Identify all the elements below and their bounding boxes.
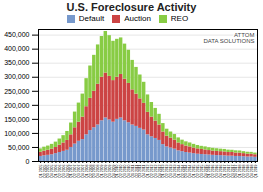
svg-text:Q3 2007: Q3 2007 [77, 164, 82, 178]
svg-text:350,000: 350,000 [4, 59, 29, 66]
svg-text:Q1 2014: Q1 2014 [176, 164, 181, 178]
svg-text:Q1 2007: Q1 2007 [69, 164, 74, 178]
svg-text:150,000: 150,000 [4, 116, 29, 123]
svg-text:200,000: 200,000 [4, 102, 29, 109]
svg-text:Q1 2006: Q1 2006 [54, 164, 59, 178]
html-text:Default: Default [78, 14, 105, 23]
svg-text:Q2 2017: Q2 2017 [226, 164, 231, 178]
svg-text:Q2 2016: Q2 2016 [211, 164, 216, 178]
svg-text:Q4 2014: Q4 2014 [188, 164, 193, 178]
svg-text:Q2 2005: Q2 2005 [42, 164, 47, 178]
svg-text:Q2 2008: Q2 2008 [88, 164, 93, 178]
svg-text:Q4 2015: Q4 2015 [203, 164, 208, 178]
html-text:U.S. Foreclosure Activity: U.S. Foreclosure Activity [66, 1, 197, 13]
svg-text:Q3 2009: Q3 2009 [107, 164, 112, 178]
svg-text:Q3 2015: Q3 2015 [199, 164, 204, 178]
svg-text:Q3 2012: Q3 2012 [153, 164, 158, 178]
svg-text:Q2 2009: Q2 2009 [103, 164, 108, 178]
svg-text:Q1 2008: Q1 2008 [84, 164, 89, 178]
svg-text:100,000: 100,000 [4, 130, 29, 137]
svg-text:Q3 2010: Q3 2010 [123, 164, 128, 178]
svg-text:Q3 2014: Q3 2014 [184, 164, 189, 178]
svg-text:400,000: 400,000 [4, 45, 29, 52]
svg-text:Q1 2017: Q1 2017 [222, 164, 227, 178]
svg-text:Q2 2010: Q2 2010 [119, 164, 124, 178]
svg-text:Q2 2018: Q2 2018 [242, 164, 246, 178]
svg-text:Q4 2013: Q4 2013 [173, 164, 177, 178]
svg-text:Q3 2006: Q3 2006 [61, 164, 66, 178]
html-text:REO: REO [170, 14, 189, 23]
svg-text:Q2 2015: Q2 2015 [196, 164, 200, 178]
svg-text:Q2 2012: Q2 2012 [150, 164, 154, 178]
svg-text:Q4 2010: Q4 2010 [126, 164, 131, 178]
svg-text:Q4 2012: Q4 2012 [157, 164, 162, 178]
svg-text:Q1 2009: Q1 2009 [100, 164, 105, 178]
svg-text:Q1 2010: Q1 2010 [115, 164, 120, 178]
svg-text:Q1 2005: Q1 2005 [38, 164, 43, 178]
svg-text:Q4 2011: Q4 2011 [142, 164, 147, 178]
svg-text:Q2 2014: Q2 2014 [180, 164, 185, 178]
svg-text:Q1 2015: Q1 2015 [192, 164, 197, 178]
svg-text:Q2 2013: Q2 2013 [165, 164, 170, 178]
svg-text:Q1 2016: Q1 2016 [207, 164, 212, 178]
svg-text:Q1 2013: Q1 2013 [161, 164, 166, 178]
svg-text:Q4 2007: Q4 2007 [80, 164, 85, 178]
svg-text:Q4 2017: Q4 2017 [234, 164, 239, 178]
svg-text:300,000: 300,000 [4, 73, 29, 80]
svg-text:Q1 2011: Q1 2011 [130, 164, 135, 178]
svg-text:Q3 2013: Q3 2013 [169, 164, 174, 178]
svg-text:Q3 2008: Q3 2008 [92, 164, 97, 178]
svg-text:Q4 2008: Q4 2008 [96, 164, 101, 178]
svg-text:Q4 2005: Q4 2005 [50, 164, 55, 178]
svg-text:Q3 2017: Q3 2017 [230, 164, 235, 178]
svg-text:0: 0 [26, 158, 30, 165]
svg-text:Q2 2006: Q2 2006 [57, 164, 62, 178]
svg-text:Q4 2018: Q4 2018 [249, 164, 254, 178]
svg-text:Q1 2019: Q1 2019 [254, 164, 258, 177]
svg-text:ATTOMDATA SOLUTIONS: ATTOMDATA SOLUTIONS [203, 32, 254, 44]
svg-text:Q3 2016: Q3 2016 [215, 164, 220, 178]
svg-text:Q4 2006: Q4 2006 [65, 164, 70, 178]
svg-text:Q2 2007: Q2 2007 [73, 164, 78, 178]
svg-text:450,000: 450,000 [4, 31, 29, 38]
svg-text:250,000: 250,000 [4, 88, 29, 95]
svg-text:Q2 2011: Q2 2011 [134, 164, 139, 178]
svg-text:Q3 2018: Q3 2018 [245, 164, 250, 178]
svg-text:Q4 2009: Q4 2009 [111, 164, 116, 178]
svg-text:Q1 2012: Q1 2012 [146, 164, 151, 178]
html-text:Auction: Auction [124, 14, 151, 23]
svg-text:Q3 2005: Q3 2005 [46, 164, 51, 178]
svg-text:50,000: 50,000 [8, 144, 30, 151]
svg-text:Q4 2016: Q4 2016 [219, 164, 223, 178]
svg-text:Q1 2018: Q1 2018 [238, 164, 243, 178]
svg-text:Q3 2011: Q3 2011 [138, 164, 143, 178]
